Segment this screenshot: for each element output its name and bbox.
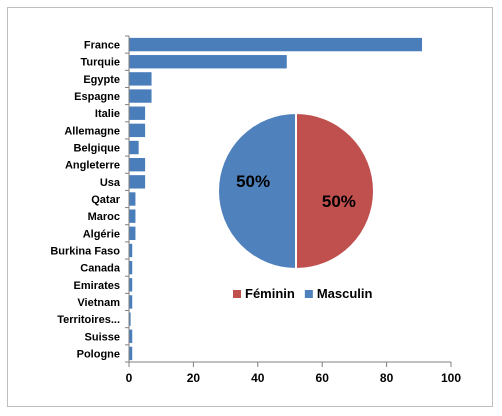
bar-8 xyxy=(129,175,146,189)
bar-6 xyxy=(129,140,139,155)
category-label: Vietnam xyxy=(77,297,120,309)
category-label: France xyxy=(84,40,120,52)
category-label: Belgique xyxy=(74,143,120,155)
category-label: Emirates xyxy=(74,280,120,292)
pie-slice-masculin xyxy=(217,111,297,271)
category-label: Maroc xyxy=(88,211,120,223)
bar-2 xyxy=(129,72,152,86)
category-label: Egypte xyxy=(83,74,120,86)
pie-value-label: 50% xyxy=(322,192,356,211)
bar-15 xyxy=(129,295,133,309)
legend-label: Féminin xyxy=(245,286,295,301)
x-tick-label: 20 xyxy=(187,371,201,385)
pie-slice-féminin xyxy=(295,111,375,271)
bar-5 xyxy=(129,123,146,138)
x-tick-label: 80 xyxy=(380,371,394,385)
bar-4 xyxy=(129,106,146,120)
bar-13 xyxy=(129,260,133,275)
category-label: Turquie xyxy=(80,57,120,69)
legend-swatch xyxy=(233,290,241,298)
legend-label: Masculin xyxy=(317,286,373,301)
bar-12 xyxy=(129,243,133,258)
bar-11 xyxy=(129,226,136,241)
x-tick-label: 40 xyxy=(251,371,265,385)
bar-16 xyxy=(129,312,131,326)
category-label: Usa xyxy=(100,177,121,189)
category-label: Qatar xyxy=(91,194,120,206)
bar-14 xyxy=(129,278,133,292)
bar-10 xyxy=(129,209,136,223)
bar-18 xyxy=(129,346,133,361)
category-label: Angleterre xyxy=(65,160,120,172)
bar-0 xyxy=(129,37,423,52)
bar-1 xyxy=(129,55,287,69)
legend-swatch xyxy=(304,290,313,298)
category-label: Allemagne xyxy=(64,125,120,137)
category-label: Territoires... xyxy=(57,314,120,326)
x-tick-label: 100 xyxy=(441,371,461,385)
category-label: Suisse xyxy=(85,331,120,343)
pie-chart: 50% 50% Féminin Masculin xyxy=(217,111,375,301)
bar-7 xyxy=(129,157,146,172)
bar-chart: France Turquie Egypte Espagne Italie Allemagn… xyxy=(50,35,461,385)
category-label: Espagne xyxy=(74,91,120,103)
category-label: Burkina Faso xyxy=(50,245,120,257)
category-label: Algérie xyxy=(83,228,120,240)
bar-9 xyxy=(129,192,136,206)
category-label: Pologne xyxy=(77,348,120,360)
category-label: Canada xyxy=(80,263,121,275)
pie-value-label: 50% xyxy=(236,172,270,191)
bar-17 xyxy=(129,329,133,343)
category-label: Italie xyxy=(95,108,120,120)
x-tick-label: 60 xyxy=(316,371,330,385)
x-tick-label: 0 xyxy=(126,371,133,385)
bar-3 xyxy=(129,89,152,103)
